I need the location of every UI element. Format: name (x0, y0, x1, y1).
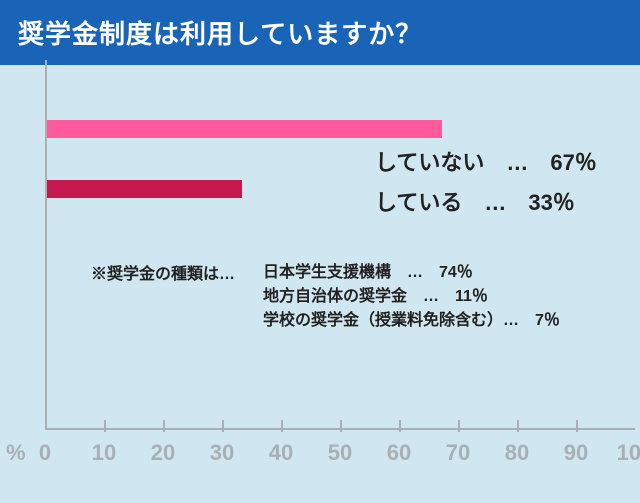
x-tick-label: 40 (261, 440, 301, 466)
header-bar: 奨学金制度は利用していますか？ (0, 0, 640, 65)
x-tick-label: 0 (25, 440, 65, 466)
x-tick (163, 420, 165, 432)
x-tick-label: 20 (143, 440, 183, 466)
chart-area: していない … 67％ している … 33％ 日本学生支援機構 … 74％地方自治… (0, 60, 640, 503)
bar (47, 120, 442, 138)
plot-area: していない … 67％ している … 33％ 日本学生支援機構 … 74％地方自治… (45, 60, 635, 430)
percent-label: % (6, 440, 26, 466)
x-tick-label: 30 (202, 440, 242, 466)
x-tick (222, 420, 224, 432)
note-line: 学校の奨学金（授業料免除含む）… 7％ (263, 306, 560, 330)
x-tick (104, 420, 106, 432)
bar (47, 180, 242, 198)
x-tick (340, 420, 342, 432)
note-line: 日本学生支援機構 … 74％ (263, 258, 473, 282)
legend-item: していない … 67％ (375, 145, 597, 177)
note-line: 地方自治体の奨学金 … 11％ (263, 282, 488, 306)
x-tick-label: 70 (438, 440, 478, 466)
x-tick (281, 420, 283, 432)
x-tick-label: 100 (615, 440, 640, 466)
x-tick-label: 60 (379, 440, 419, 466)
x-tick (576, 420, 578, 432)
note-label: ※奨学金の種類は… (91, 260, 235, 284)
legend-item: している … 33％ (375, 185, 575, 217)
x-tick (517, 420, 519, 432)
x-tick (399, 420, 401, 432)
x-tick-label: 80 (497, 440, 537, 466)
x-tick-label: 10 (84, 440, 124, 466)
page-title: 奨学金制度は利用していますか？ (18, 19, 422, 49)
x-tick-label: 90 (556, 440, 596, 466)
x-tick (458, 420, 460, 432)
x-tick-label: 50 (320, 440, 360, 466)
y-axis (45, 60, 47, 430)
